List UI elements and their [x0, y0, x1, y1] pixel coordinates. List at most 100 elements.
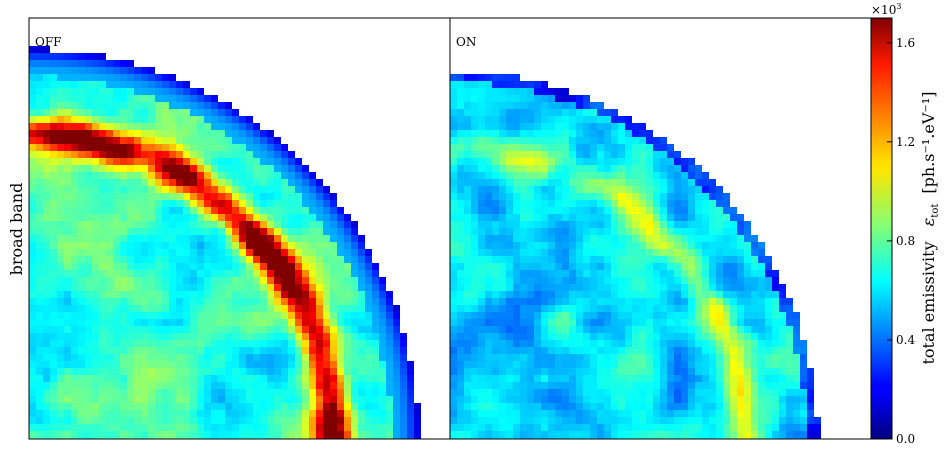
- heatmap-cell: [337, 263, 344, 270]
- heatmap-cell: [646, 298, 653, 305]
- heatmap-cell: [562, 102, 569, 109]
- heatmap-cell: [590, 319, 597, 326]
- heatmap-cell: [400, 417, 407, 424]
- heatmap-cell: [260, 396, 267, 403]
- colorbar-ticks: 0.00.40.81.21.6: [887, 36, 915, 446]
- heatmap-cell: [709, 312, 716, 319]
- heatmap-cell: [120, 88, 127, 95]
- heatmap-cell: [190, 326, 197, 333]
- heatmap-cell: [618, 277, 625, 284]
- heatmap-cell: [246, 130, 253, 137]
- heatmap-cell: [667, 326, 674, 333]
- heatmap-cell: [225, 396, 232, 403]
- heatmap-cell: [639, 361, 646, 368]
- heatmap-cell: [765, 424, 772, 431]
- heatmap-cell: [127, 368, 134, 375]
- heatmap-cell: [71, 116, 78, 123]
- heatmap-cell: [464, 263, 471, 270]
- heatmap-cell: [485, 193, 492, 200]
- heatmap-cell: [57, 270, 64, 277]
- heatmap-cell: [709, 179, 716, 186]
- heatmap-cell: [169, 340, 176, 347]
- heatmap-cell: [457, 235, 464, 242]
- heatmap-cell: [71, 298, 78, 305]
- heatmap-cell: [176, 130, 183, 137]
- heatmap-cell: [478, 207, 485, 214]
- heatmap-cell: [281, 347, 288, 354]
- heatmap-cell: [190, 165, 197, 172]
- heatmap-cell: [92, 256, 99, 263]
- heatmap-cell: [64, 417, 71, 424]
- heatmap-cell: [274, 326, 281, 333]
- heatmap-cell: [814, 424, 821, 431]
- heatmap-cell: [632, 235, 639, 242]
- heatmap-cell: [730, 291, 737, 298]
- heatmap-cell: [450, 242, 457, 249]
- heatmap-cell: [204, 109, 211, 116]
- heatmap-cell: [218, 207, 225, 214]
- heatmap-cell: [639, 228, 646, 235]
- heatmap-cell: [393, 396, 400, 403]
- heatmap-cell: [583, 263, 590, 270]
- heatmap-cell: [169, 200, 176, 207]
- heatmap-cell: [71, 151, 78, 158]
- heatmap-cell: [464, 431, 471, 438]
- heatmap-cell: [239, 347, 246, 354]
- heatmap-cell: [113, 403, 120, 410]
- heatmap-cell: [786, 368, 793, 375]
- heatmap-cell: [169, 368, 176, 375]
- heatmap-cell: [751, 284, 758, 291]
- heatmap-cell: [197, 249, 204, 256]
- heatmap-cell: [590, 298, 597, 305]
- heatmap-cell: [134, 361, 141, 368]
- heatmap-cell: [134, 298, 141, 305]
- heatmap-cell: [204, 333, 211, 340]
- heatmap-cell: [457, 81, 464, 88]
- heatmap-cell: [169, 221, 176, 228]
- heatmap-cell: [534, 312, 541, 319]
- heatmap-cell: [583, 249, 590, 256]
- heatmap-cell: [660, 137, 667, 144]
- heatmap-cell: [169, 74, 176, 81]
- heatmap-cell: [562, 200, 569, 207]
- heatmap-cell: [646, 256, 653, 263]
- heatmap-cell: [176, 88, 183, 95]
- heatmap-cell: [50, 130, 57, 137]
- heatmap-cell: [471, 186, 478, 193]
- heatmap-cell: [534, 389, 541, 396]
- heatmap-cell: [99, 109, 106, 116]
- heatmap-cell: [506, 172, 513, 179]
- heatmap-cell: [379, 284, 386, 291]
- heatmap-cell: [211, 172, 218, 179]
- heatmap-cell: [513, 326, 520, 333]
- heatmap-cell: [695, 291, 702, 298]
- heatmap-cell: [506, 207, 513, 214]
- heatmap-cell: [702, 375, 709, 382]
- heatmap-cell: [162, 242, 169, 249]
- heatmap-cell: [751, 396, 758, 403]
- heatmap-cell: [78, 137, 85, 144]
- heatmap-cell: [127, 396, 134, 403]
- heatmap-cell: [365, 319, 372, 326]
- heatmap-cell: [667, 144, 674, 151]
- heatmap-cell: [562, 88, 569, 95]
- heatmap-cell: [464, 277, 471, 284]
- heatmap-cell: [506, 263, 513, 270]
- heatmap-cell: [141, 172, 148, 179]
- heatmap-cell: [667, 312, 674, 319]
- heatmap-cell: [702, 382, 709, 389]
- heatmap-cell: [162, 431, 169, 438]
- heatmap-cell: [260, 172, 267, 179]
- heatmap-cell: [309, 333, 316, 340]
- heatmap-cell: [471, 95, 478, 102]
- heatmap-cell: [695, 375, 702, 382]
- heatmap-cell: [176, 305, 183, 312]
- heatmap-cell: [457, 123, 464, 130]
- heatmap-cell: [471, 340, 478, 347]
- heatmap-cell: [618, 312, 625, 319]
- heatmap-cell: [36, 235, 43, 242]
- heatmap-cell: [520, 102, 527, 109]
- heatmap-cell: [134, 207, 141, 214]
- heatmap-cell: [548, 200, 555, 207]
- heatmap-cell: [155, 340, 162, 347]
